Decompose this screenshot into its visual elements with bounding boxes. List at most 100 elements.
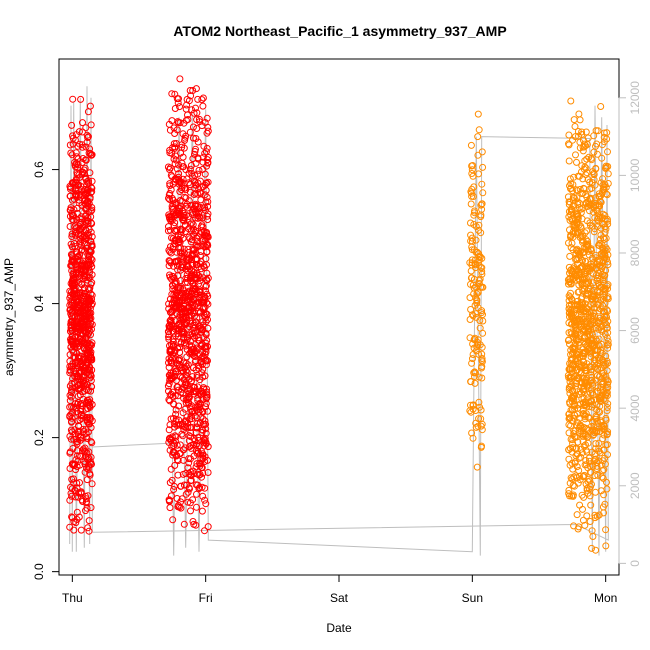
data-point (199, 408, 207, 416)
data-point (478, 270, 486, 278)
data-point (565, 140, 572, 148)
data-point (177, 202, 185, 210)
y2-tick-label: 0 (628, 560, 642, 567)
data-point (85, 149, 93, 157)
data-point (590, 356, 598, 364)
data-point (595, 335, 603, 343)
data-point (603, 485, 611, 493)
data-point (186, 385, 194, 393)
data-point (589, 292, 597, 300)
data-point (73, 484, 81, 492)
data-point (478, 148, 486, 156)
data-point (474, 422, 482, 430)
data-point (81, 186, 89, 193)
data-point (471, 373, 478, 380)
data-point (477, 422, 485, 430)
data-point (168, 320, 176, 328)
data-point (193, 423, 201, 431)
data-point (67, 489, 75, 497)
data-point (188, 377, 195, 385)
data-point (76, 218, 84, 226)
data-point (70, 526, 78, 534)
data-point (196, 484, 204, 492)
data-point (584, 489, 592, 497)
data-point (596, 323, 604, 331)
data-point (193, 314, 201, 322)
data-point (600, 362, 608, 370)
data-point (579, 237, 587, 245)
data-point (184, 245, 192, 253)
data-point (175, 161, 183, 169)
data-point (165, 335, 173, 343)
data-point (469, 172, 477, 180)
data-point (166, 435, 174, 443)
data-point (201, 527, 208, 535)
data-point (600, 129, 608, 137)
data-point (200, 298, 208, 306)
data-point (72, 269, 80, 277)
data-point (186, 349, 194, 357)
data-point (194, 214, 202, 222)
data-point (199, 94, 207, 102)
data-point (592, 546, 600, 554)
data-point (179, 316, 187, 324)
data-point (76, 299, 84, 307)
data-point (580, 395, 588, 402)
data-point (84, 198, 92, 206)
data-point (571, 392, 579, 400)
data-point (565, 297, 573, 305)
data-point (600, 423, 608, 430)
data-point (204, 274, 212, 282)
data-point (467, 378, 475, 386)
data-point (88, 401, 96, 408)
data-point (601, 312, 609, 320)
data-point (582, 441, 589, 449)
data-point (603, 404, 611, 411)
data-point (204, 469, 212, 476)
data-point (166, 391, 174, 399)
data-point (178, 159, 186, 167)
data-point (83, 413, 91, 421)
data-point (597, 378, 605, 386)
data-point (202, 255, 210, 263)
data-point (478, 254, 486, 262)
data-point (603, 324, 611, 332)
data-point (86, 169, 94, 177)
data-point (166, 182, 174, 190)
y-axis-left: 0.0 0.2 0.4 0.6 (32, 161, 60, 580)
data-point (601, 181, 609, 189)
data-point (83, 341, 90, 349)
data-point (175, 170, 183, 178)
data-point (68, 492, 76, 500)
data-point (597, 103, 605, 110)
data-point (476, 324, 484, 332)
data-point (604, 180, 612, 187)
data-point (567, 206, 575, 214)
data-point (70, 279, 78, 287)
data-point (199, 102, 207, 110)
data-point (603, 294, 611, 302)
data-point (82, 226, 90, 234)
data-point (187, 92, 195, 100)
data-point (66, 351, 74, 359)
data-point (592, 164, 600, 172)
data-point (599, 308, 607, 316)
data-point (585, 264, 593, 272)
data-point (83, 138, 91, 146)
data-point (73, 508, 81, 516)
data-point (182, 105, 190, 113)
data-point (172, 415, 180, 423)
data-point (578, 162, 586, 170)
data-point (184, 488, 192, 496)
data-point (66, 413, 74, 421)
data-point (575, 281, 583, 289)
data-point (204, 153, 212, 161)
data-point (88, 460, 95, 468)
data-point (191, 321, 199, 329)
data-point (604, 217, 611, 225)
x-axis-label: Date (326, 621, 352, 635)
data-point (573, 316, 581, 324)
data-point (166, 271, 173, 279)
data-point (470, 221, 478, 228)
data-point (198, 357, 205, 365)
